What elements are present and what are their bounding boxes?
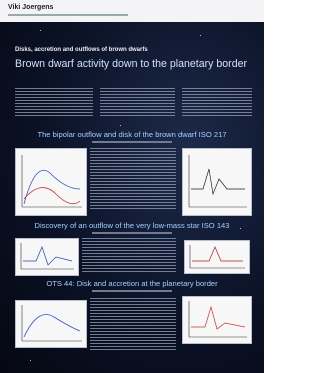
section-text [90,298,176,352]
intro-text [15,88,93,118]
intro-text [100,88,175,118]
figure-graphic [21,305,82,342]
section-caption [92,232,172,234]
intro-text [182,88,252,118]
section-title: The bipolar outflow and disk of the brow… [37,130,227,139]
author: Viki Joergens [8,4,54,11]
section-title: OTS 44: Disk and accretion at the planet… [46,279,218,288]
star [40,30,41,31]
figure [182,296,252,344]
figure-graphic [189,245,245,269]
star [120,125,121,126]
star [200,35,201,36]
section-title: Discovery of an outflow of the very low-… [34,221,230,230]
section-text [82,238,176,274]
figure [15,238,79,276]
figure-graphic [188,155,247,208]
figure [15,300,87,348]
header-band [0,0,264,22]
poster: Viki Joergens Disks, accretion and outfl… [0,0,264,373]
affiliation-line [8,14,128,16]
poster-kicker: Disks, accretion and outflows of brown d… [15,47,148,53]
figure-graphic [20,243,74,270]
star [30,360,31,361]
star [240,228,241,229]
section-caption [92,141,172,143]
poster-title: Brown dwarf activity down to the planeta… [15,58,248,70]
figure-graphic [21,155,82,208]
section-text [90,148,176,210]
figure [15,148,87,216]
figure [182,148,252,216]
figure-graphic [188,301,247,338]
section-caption [92,290,172,292]
figure [184,240,250,274]
